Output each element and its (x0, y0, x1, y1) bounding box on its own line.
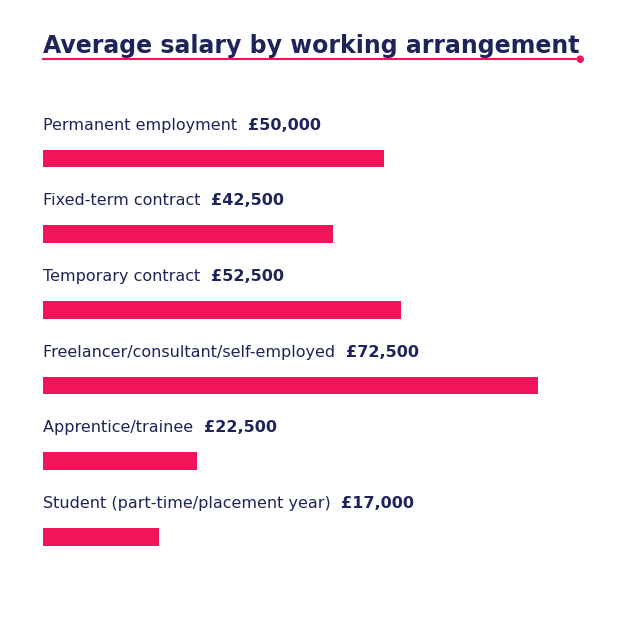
Bar (43, 149, 384, 167)
Text: £22,500: £22,500 (204, 420, 277, 435)
Bar (43, 225, 334, 243)
Bar (43, 376, 538, 394)
Text: Apprentice/trainee: Apprentice/trainee (43, 420, 204, 435)
Text: £72,500: £72,500 (346, 345, 418, 360)
Text: Permanent employment: Permanent employment (43, 118, 248, 133)
Bar (43, 528, 159, 546)
Text: Temporary contract: Temporary contract (43, 269, 211, 284)
Bar (43, 452, 197, 470)
Text: Average salary by working arrangement: Average salary by working arrangement (43, 34, 580, 58)
Text: Fixed-term contract: Fixed-term contract (43, 193, 211, 208)
Text: £50,000: £50,000 (248, 118, 321, 133)
Text: Freelancer/consultant/self-employed: Freelancer/consultant/self-employed (43, 345, 346, 360)
Text: £42,500: £42,500 (211, 193, 284, 208)
Bar (43, 301, 402, 319)
Text: £17,000: £17,000 (342, 496, 414, 511)
Text: £52,500: £52,500 (211, 269, 284, 284)
Text: Student (part-time/placement year): Student (part-time/placement year) (43, 496, 342, 511)
Text: ●: ● (575, 54, 584, 64)
